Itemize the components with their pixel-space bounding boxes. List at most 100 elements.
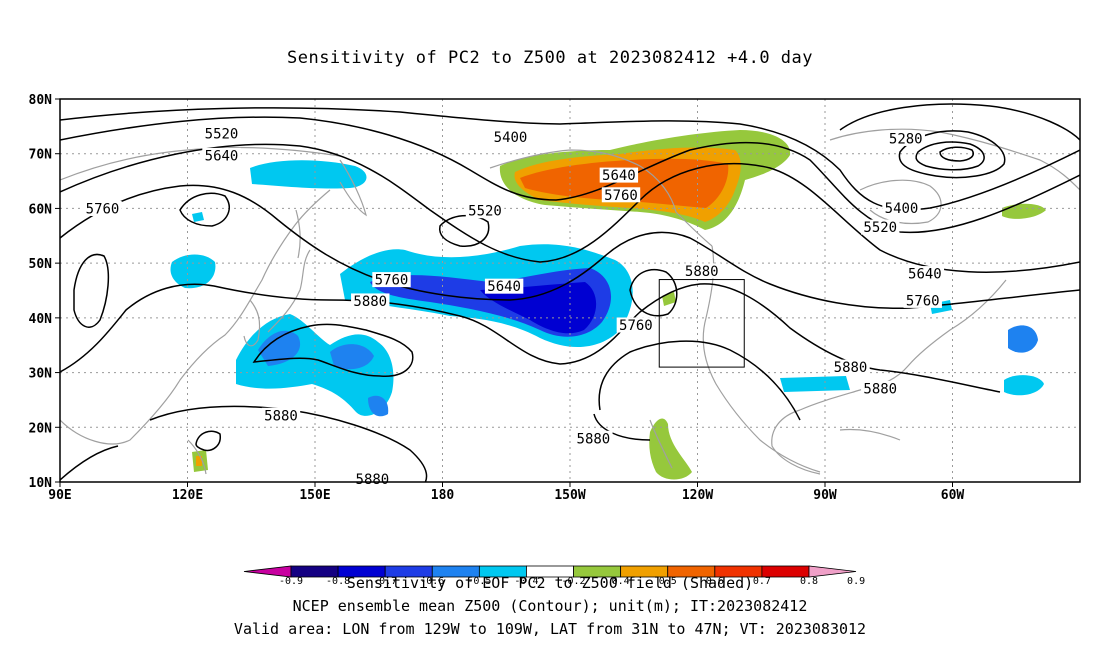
colorbar-tick-label: -0.2 xyxy=(561,576,585,587)
contour-label-bg xyxy=(599,167,639,183)
contour-low-kam xyxy=(179,192,230,227)
contour-label-bg xyxy=(372,272,411,288)
contour-low-gulf xyxy=(629,269,678,317)
contour-label: 5400 xyxy=(885,201,919,217)
contour-label: 5640 xyxy=(602,168,636,184)
contour-label: 5880 xyxy=(834,360,868,376)
contour-label: 5520 xyxy=(205,127,239,143)
lat-tick-label: 50N xyxy=(29,257,53,272)
contour-label: 5400 xyxy=(494,130,528,146)
shade-green-baja xyxy=(649,418,692,480)
contour-label-bg xyxy=(83,200,122,216)
lat-tick-label: 10N xyxy=(29,476,53,491)
contour-5640-a xyxy=(60,143,1080,273)
sensitivity-shading xyxy=(170,130,1046,480)
valid-area-box xyxy=(658,279,745,368)
colorbar-tick-label: -0.4 xyxy=(514,576,538,587)
coast-kamchatka xyxy=(339,159,367,217)
shade-orange-phil xyxy=(196,456,202,466)
contour-label: 5640 xyxy=(908,267,942,283)
contour-label-bg xyxy=(861,380,900,396)
contour-5280-ring1 xyxy=(898,130,1006,179)
shade-blue-pacific-nw xyxy=(250,160,367,189)
contour-label: 5760 xyxy=(604,188,638,204)
colorbar-tick-label: -0.8 xyxy=(326,576,350,587)
lat-tick-label: 20N xyxy=(29,421,53,436)
coast-cuba xyxy=(839,428,901,441)
contour-label-bg xyxy=(351,293,390,309)
shade-blue-east-asia-inner xyxy=(258,330,301,366)
contour-label-bg xyxy=(831,359,870,375)
contour-5880-d xyxy=(598,340,801,421)
coast-east-asia xyxy=(60,189,331,445)
lon-tick-label: 120W xyxy=(682,488,713,503)
shade-blue-jet-core xyxy=(480,282,597,334)
coast-philippines xyxy=(187,439,207,475)
lon-tick-label: 90E xyxy=(48,488,71,503)
contour-label-bg xyxy=(491,129,530,145)
chart-title: Sensitivity of PC2 to Z500 at 2023082412… xyxy=(286,48,813,68)
colorbar-max-triangle xyxy=(808,565,857,578)
contour-label-bg xyxy=(484,278,524,294)
contour-label: 5760 xyxy=(619,318,653,334)
colorbar-tick-label: 0.8 xyxy=(800,576,818,587)
lon-tick-label: 120E xyxy=(172,488,203,503)
colorbar-tick-label: 0.7 xyxy=(753,576,771,587)
contour-5880-a xyxy=(60,283,1001,393)
contour-5280-ring3 xyxy=(939,146,974,162)
contour-label: 5880 xyxy=(356,472,390,488)
colorbar-tick-label: 0.4 xyxy=(612,576,630,587)
contour-5760-a xyxy=(60,184,1080,310)
lon-tick-label: 90W xyxy=(813,488,837,503)
contour-label: 5280 xyxy=(889,131,923,147)
contour-label: 5640 xyxy=(487,279,521,295)
contour-label: 5520 xyxy=(863,220,897,236)
contour-5340-outer xyxy=(839,103,1080,141)
contour-label: 5760 xyxy=(906,293,940,309)
contour-label-bg xyxy=(886,130,925,146)
lat-tick-label: 70N xyxy=(29,148,53,163)
contour-5880-b xyxy=(252,323,414,377)
shade-green-sea xyxy=(662,292,676,306)
colorbar-tick-label: -0.9 xyxy=(279,576,303,587)
lat-tick-label: 80N xyxy=(29,93,53,108)
caption-shading: Sensitivity of EOF PC2 to Z500 field (Sh… xyxy=(346,574,754,592)
lon-tick-label: 150W xyxy=(554,488,585,503)
contour-label-bg xyxy=(465,203,505,219)
contour-label: 5880 xyxy=(685,264,719,280)
contour-label-bg xyxy=(202,147,241,163)
lat-tick-label: 60N xyxy=(29,202,53,217)
lat-tick-label: 40N xyxy=(29,312,53,327)
coast-korea xyxy=(243,299,261,347)
contour-label: 5520 xyxy=(468,204,502,220)
lon-tick-label: 60W xyxy=(941,488,965,503)
contour-label-bg xyxy=(905,266,945,282)
contour-label-bg xyxy=(861,219,900,235)
caption-contour: NCEP ensemble mean Z500 (Contour); unit(… xyxy=(292,597,808,615)
graticule xyxy=(60,99,1080,482)
contour-label: 5880 xyxy=(353,294,387,310)
shade-blue-atlantic2 xyxy=(1004,375,1044,396)
contour-label: 5880 xyxy=(863,381,897,397)
coast-na-west xyxy=(702,245,821,473)
contour-5400-a xyxy=(60,107,1080,211)
shade-darkorange-alaska xyxy=(520,158,729,208)
contour-label: 5640 xyxy=(205,148,239,164)
contour-label-bg xyxy=(261,407,301,423)
shade-blue-small1 xyxy=(192,212,204,222)
contour-label-bg xyxy=(574,430,613,446)
contour-5280-ring2 xyxy=(915,141,985,171)
contour-small-taiwan xyxy=(195,430,221,452)
colorbar-tick-label: 0.6 xyxy=(706,576,724,587)
contour-label: 5760 xyxy=(86,201,120,217)
coast-japan xyxy=(267,249,311,333)
coast-sakhalin xyxy=(295,209,301,259)
colorbar: -0.9 -0.8 -0.7 -0.6 -0.5 -0.4 -0.2 0.4 0.5 0.6 0.7… xyxy=(243,565,865,587)
contour-label-bg xyxy=(903,292,942,308)
shade-green-gulf xyxy=(1002,203,1046,219)
lat-tick-label: 30N xyxy=(29,367,53,382)
coast-arctic-islands xyxy=(829,128,1080,191)
caption-valid-area: Valid area: LON from 129W to 109W, LAT f… xyxy=(233,620,867,638)
contour-label-bg xyxy=(601,187,641,203)
